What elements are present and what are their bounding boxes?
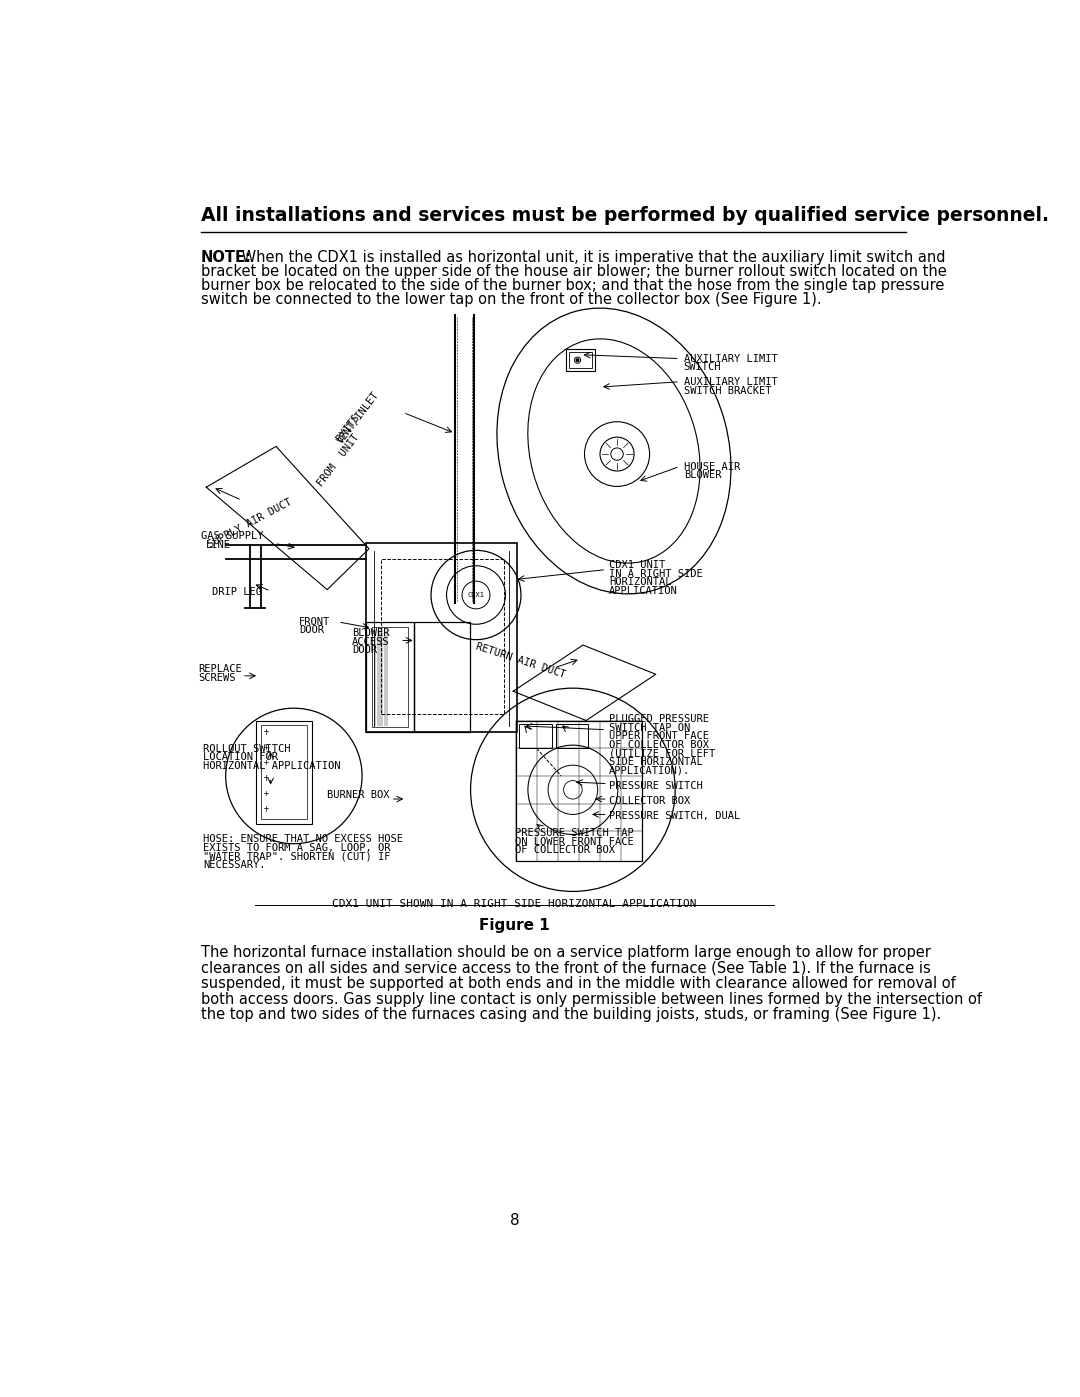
Bar — [260, 725, 307, 819]
Text: HORIZONTAL: HORIZONTAL — [609, 577, 672, 587]
Text: NOTE:: NOTE: — [201, 250, 252, 265]
Text: SIDE HORIZONTAL: SIDE HORIZONTAL — [609, 757, 703, 767]
Text: COLLECTOR BOX: COLLECTOR BOX — [609, 796, 690, 806]
Text: (UTILIZE FOR LEFT: (UTILIZE FOR LEFT — [609, 749, 716, 759]
Text: the top and two sides of the furnaces casing and the building joists, studs, or : the top and two sides of the furnaces ca… — [201, 1007, 941, 1023]
Text: LOCATION FOR: LOCATION FOR — [203, 752, 279, 763]
Text: BLOWER: BLOWER — [352, 629, 390, 638]
Bar — [556, 724, 589, 749]
Text: LINE: LINE — [206, 541, 231, 550]
Text: both access doors. Gas supply line contact is only permissible between lines for: both access doors. Gas supply line conta… — [201, 992, 982, 1007]
Text: All installations and services must be performed by qualified service personnel.: All installations and services must be p… — [201, 207, 1049, 225]
Text: SWITCH BRACKET: SWITCH BRACKET — [684, 386, 771, 395]
Bar — [373, 627, 408, 726]
Text: suspended, it must be supported at both ends and in the middle with clearance al: suspended, it must be supported at both … — [201, 977, 956, 990]
Text: CDX1: CDX1 — [468, 592, 485, 598]
Text: PRESSURE SWITCH: PRESSURE SWITCH — [609, 781, 703, 791]
Bar — [516, 721, 642, 861]
Text: EXISTS TO FORM A SAG, LOOP, OR: EXISTS TO FORM A SAG, LOOP, OR — [203, 842, 391, 854]
Bar — [569, 352, 592, 367]
Text: REPLACE: REPLACE — [199, 665, 242, 675]
Text: SUPPLY AIR DUCT: SUPPLY AIR DUCT — [206, 497, 294, 550]
Text: HORIZONTAL APPLICATION: HORIZONTAL APPLICATION — [203, 760, 340, 771]
Text: ROLLOUT SWITCH: ROLLOUT SWITCH — [203, 743, 291, 753]
Text: 8: 8 — [510, 1214, 519, 1228]
Text: OF COLLECTOR BOX: OF COLLECTOR BOX — [609, 740, 710, 750]
Text: PRESSURE SWITCH, DUAL: PRESSURE SWITCH, DUAL — [609, 812, 741, 821]
Text: CDX1 UNIT SHOWN IN A RIGHT SIDE HORIZONTAL APPLICATION: CDX1 UNIT SHOWN IN A RIGHT SIDE HORIZONT… — [333, 900, 697, 909]
Bar — [366, 622, 414, 732]
Text: DRIP LEG: DRIP LEG — [213, 587, 262, 598]
Text: BLOWER: BLOWER — [684, 471, 721, 481]
Text: bracket be located on the upper side of the house air blower; the burner rollout: bracket be located on the upper side of … — [201, 264, 947, 279]
Text: Figure 1: Figure 1 — [480, 918, 550, 933]
Text: EXITS: EXITS — [335, 412, 362, 443]
Text: FRONT: FRONT — [299, 616, 330, 626]
Text: HOUSE AIR: HOUSE AIR — [684, 462, 740, 472]
Text: PRESSURE SWITCH TAP: PRESSURE SWITCH TAP — [515, 828, 634, 838]
Text: BURNER BOX: BURNER BOX — [327, 789, 390, 800]
Text: switch be connected to the lower tap on the front of the collector box (See Figu: switch be connected to the lower tap on … — [201, 292, 822, 306]
Text: UPPER FRONT FACE: UPPER FRONT FACE — [609, 731, 710, 742]
Bar — [414, 622, 470, 732]
Text: SWITCH: SWITCH — [684, 362, 721, 373]
Text: burner box be relocated to the side of the burner box; and that the hose from th: burner box be relocated to the side of t… — [201, 278, 944, 293]
Text: SWITCH TAP ON: SWITCH TAP ON — [609, 722, 690, 733]
Text: IN A RIGHT SIDE: IN A RIGHT SIDE — [609, 569, 703, 578]
Text: ACCESS: ACCESS — [352, 637, 390, 647]
Bar — [566, 349, 595, 372]
Text: RETURN AIR DUCT: RETURN AIR DUCT — [475, 641, 567, 680]
Text: ON LOWER FRONT FACE: ON LOWER FRONT FACE — [515, 837, 634, 847]
Text: OF COLLECTOR BOX: OF COLLECTOR BOX — [515, 845, 615, 855]
Circle shape — [576, 359, 579, 362]
Text: APPLICATION).: APPLICATION). — [609, 766, 690, 775]
Bar — [519, 724, 552, 749]
Text: FROM  UNIT: FROM UNIT — [315, 433, 361, 489]
Text: clearances on all sides and service access to the front of the furnace (See Tabl: clearances on all sides and service acce… — [201, 961, 931, 975]
Text: VENT/INLET: VENT/INLET — [336, 390, 381, 446]
Text: DOOR: DOOR — [299, 624, 324, 636]
Text: PLUGGED PRESSURE: PLUGGED PRESSURE — [609, 714, 710, 724]
Text: When the CDX1 is installed as horizontal unit, it is imperative that the auxilia: When the CDX1 is installed as horizontal… — [237, 250, 945, 265]
Text: The horizontal furnace installation should be on a service platform large enough: The horizontal furnace installation shou… — [201, 946, 931, 960]
Text: NECESSARY.: NECESSARY. — [203, 861, 266, 870]
Text: DOOR: DOOR — [352, 645, 377, 655]
Bar — [381, 559, 504, 714]
Text: SCREWS: SCREWS — [199, 673, 237, 683]
Text: HOSE: ENSURE THAT NO EXCESS HOSE: HOSE: ENSURE THAT NO EXCESS HOSE — [203, 834, 403, 844]
Bar — [256, 721, 312, 824]
Bar — [366, 543, 517, 732]
Text: AUXILIARY LIMIT: AUXILIARY LIMIT — [684, 377, 778, 387]
Text: CDX1 UNIT: CDX1 UNIT — [609, 560, 665, 570]
Text: GAS SUPPLY: GAS SUPPLY — [201, 531, 264, 541]
Text: AUXILIARY LIMIT: AUXILIARY LIMIT — [684, 353, 778, 365]
Text: "WATER TRAP". SHORTEN (CUT) IF: "WATER TRAP". SHORTEN (CUT) IF — [203, 851, 391, 862]
Text: APPLICATION: APPLICATION — [609, 585, 678, 595]
